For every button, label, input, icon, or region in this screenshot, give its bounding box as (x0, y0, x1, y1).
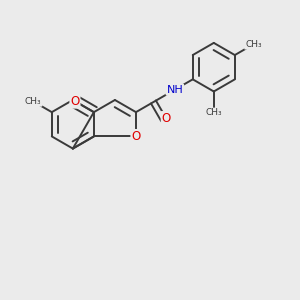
Text: CH₃: CH₃ (245, 40, 262, 49)
Text: O: O (70, 95, 80, 108)
Text: CH₃: CH₃ (206, 108, 222, 117)
Text: O: O (162, 112, 171, 125)
Text: NH: NH (167, 85, 183, 95)
Text: O: O (131, 130, 141, 143)
Text: CH₃: CH₃ (25, 97, 42, 106)
